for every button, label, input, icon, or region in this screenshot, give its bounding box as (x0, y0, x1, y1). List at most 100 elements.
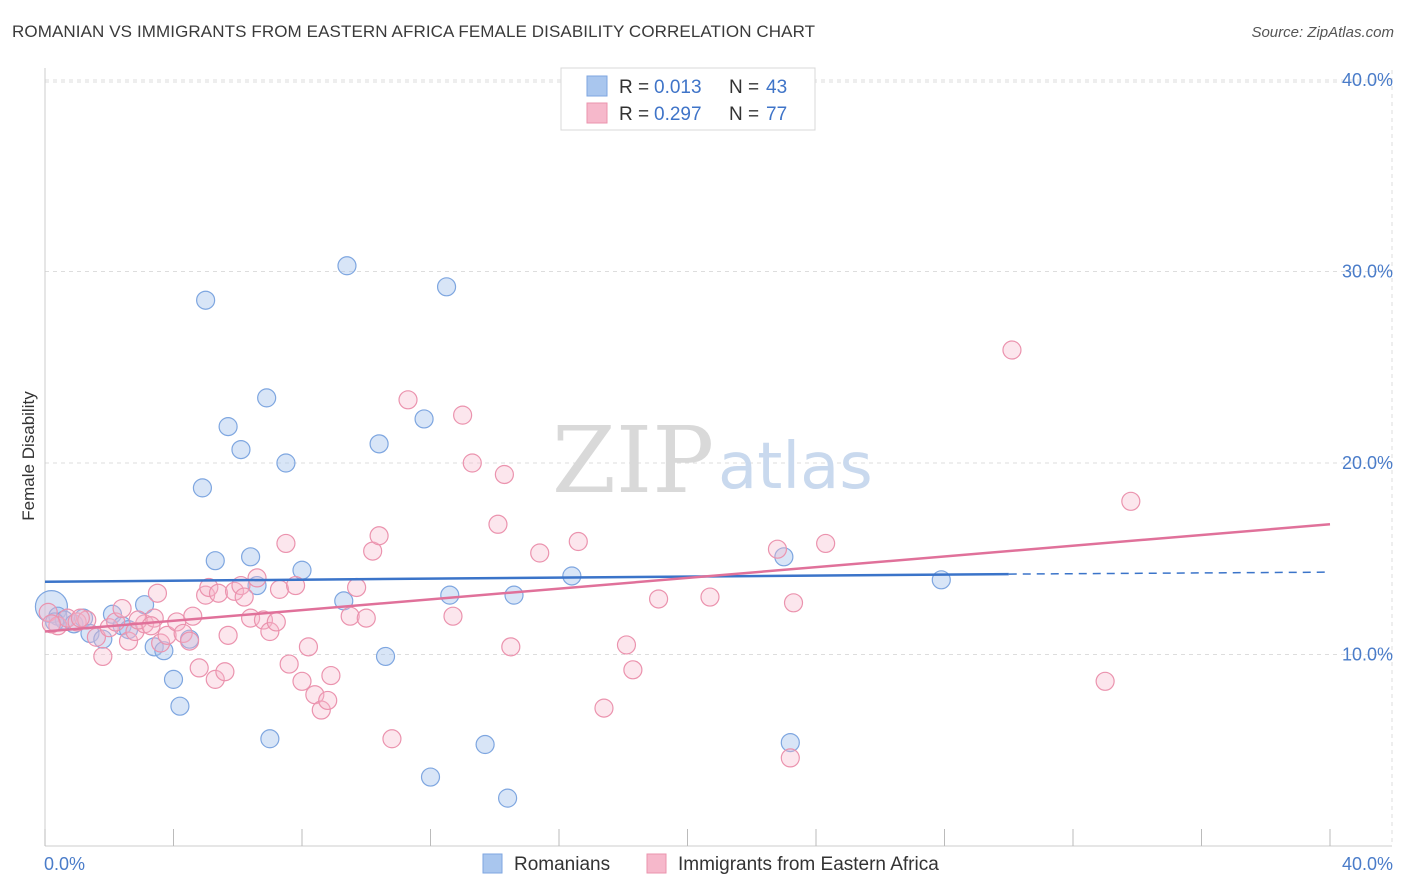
legend-box: R = 0.013 N = 43 R = 0.297 N = 77 (560, 67, 816, 131)
eastern-africa-point (648, 589, 669, 609)
romanians-point (218, 417, 238, 437)
romanians-point (260, 729, 280, 749)
x-tick-label-min: 0.0% (44, 854, 85, 874)
eastern-africa-point (279, 654, 299, 674)
romanians-point (369, 434, 389, 454)
romanians-point (192, 478, 213, 498)
eastern-africa-point (157, 625, 177, 645)
romanians-point (337, 256, 357, 276)
legend-n-value-1: 43 (766, 77, 787, 98)
eastern-africa-point (276, 533, 296, 554)
eastern-africa-point (147, 583, 168, 603)
eastern-africa-point (623, 660, 643, 680)
eastern-africa-point (41, 614, 62, 634)
eastern-africa-point (356, 608, 376, 628)
romanians-point (154, 641, 174, 661)
eastern-africa-point (70, 608, 90, 628)
eastern-africa-point (247, 568, 267, 588)
y-tick-label: 20.0% (1342, 453, 1393, 473)
y-axis-label: Female Disability (19, 391, 38, 521)
eastern-africa-point (568, 531, 588, 552)
eastern-africa-point (488, 514, 508, 534)
eastern-africa-point (234, 587, 254, 607)
tick-labels: 10.0% 20.0% 30.0% 40.0% 0.0% 40.0% (44, 70, 1393, 874)
eastern-africa-point (369, 526, 389, 546)
romanians-point (420, 767, 441, 787)
eastern-africa-point (260, 621, 280, 642)
romanians-point (414, 409, 434, 429)
eastern-africa-point (269, 579, 290, 599)
eastern-africa-point (118, 631, 139, 651)
romanians-point (436, 277, 457, 297)
eastern-africa-point (292, 671, 312, 691)
eastern-africa-point (398, 390, 418, 410)
legend-r-label-2: R = (619, 104, 649, 125)
eastern-africa-point (173, 623, 193, 644)
eastern-africa-point (783, 593, 804, 613)
eastern-africa-point (205, 669, 225, 689)
romanians-point (498, 788, 518, 808)
eastern-africa-point (347, 577, 367, 598)
eastern-africa-point (1002, 340, 1022, 360)
eastern-africa-point (285, 575, 306, 596)
eastern-africa-point (215, 662, 235, 682)
legend-n-label-1: N = (729, 77, 759, 98)
eastern-africa-point (321, 665, 341, 686)
eastern-africa-point (38, 602, 58, 622)
data-points (34, 256, 1141, 808)
eastern-africa-point (462, 453, 482, 473)
bottom-legend: Romanians Immigrants from Eastern Africa (482, 853, 939, 875)
eastern-africa-point (183, 606, 203, 626)
eastern-africa-point (767, 539, 788, 559)
romanians-point (375, 646, 396, 667)
legend-swatch-romanians (586, 75, 608, 97)
eastern-africa-point (340, 606, 360, 626)
romanians-point (231, 439, 251, 460)
romanians-point (562, 566, 582, 586)
eastern-africa-point (453, 405, 473, 425)
eastern-africa-point (218, 625, 238, 645)
romanians-point (774, 547, 794, 567)
trend-lines (44, 523, 1331, 633)
eastern-africa-trend-line (44, 523, 1331, 633)
eastern-africa-point (816, 533, 836, 554)
source-label: Source: ZipAtlas.com (1251, 24, 1394, 41)
eastern-africa-point (199, 577, 219, 598)
watermark-zip: ZIP (552, 407, 714, 514)
romanians-point (163, 669, 184, 689)
romanians-point (196, 290, 216, 310)
eastern-africa-point (179, 631, 200, 651)
eastern-africa-point (141, 616, 161, 636)
chart-title: ROMANIAN VS IMMIGRANTS FROM EASTERN AFRI… (12, 22, 816, 41)
romanians-trend-line-extension (1008, 571, 1331, 575)
eastern-africa-point (494, 464, 514, 485)
romanians-trend-line (44, 572, 1009, 583)
eastern-africa-point (93, 646, 113, 667)
bottom-legend-label-romanians: Romanians (514, 854, 610, 875)
eastern-africa-point (700, 587, 720, 607)
romanians-point (440, 585, 460, 605)
romanians-point (205, 551, 225, 571)
eastern-africa-point (298, 637, 319, 657)
legend-n-value-2: 77 (766, 104, 787, 125)
eastern-africa-point (443, 606, 463, 626)
romanians-point (780, 732, 800, 753)
eastern-africa-point (780, 748, 800, 768)
bottom-legend-swatch-romanians (482, 853, 503, 874)
romanians-point (257, 388, 277, 408)
eastern-africa-point (189, 658, 209, 678)
eastern-africa-point (151, 633, 171, 653)
eastern-africa-point (318, 690, 338, 711)
watermark-atlas: atlas (718, 430, 873, 504)
axes (44, 68, 1392, 847)
x-tick-label-max: 40.0% (1342, 854, 1393, 874)
eastern-africa-point (594, 698, 614, 718)
legend-n-label-2: N = (729, 104, 759, 125)
legend-swatch-eastern-africa (586, 102, 608, 124)
romanians-point (241, 547, 261, 567)
eastern-africa-point (530, 543, 550, 563)
watermark: ZIP atlas (552, 407, 873, 514)
romanians-point (504, 585, 524, 605)
romanians-point (170, 696, 190, 716)
